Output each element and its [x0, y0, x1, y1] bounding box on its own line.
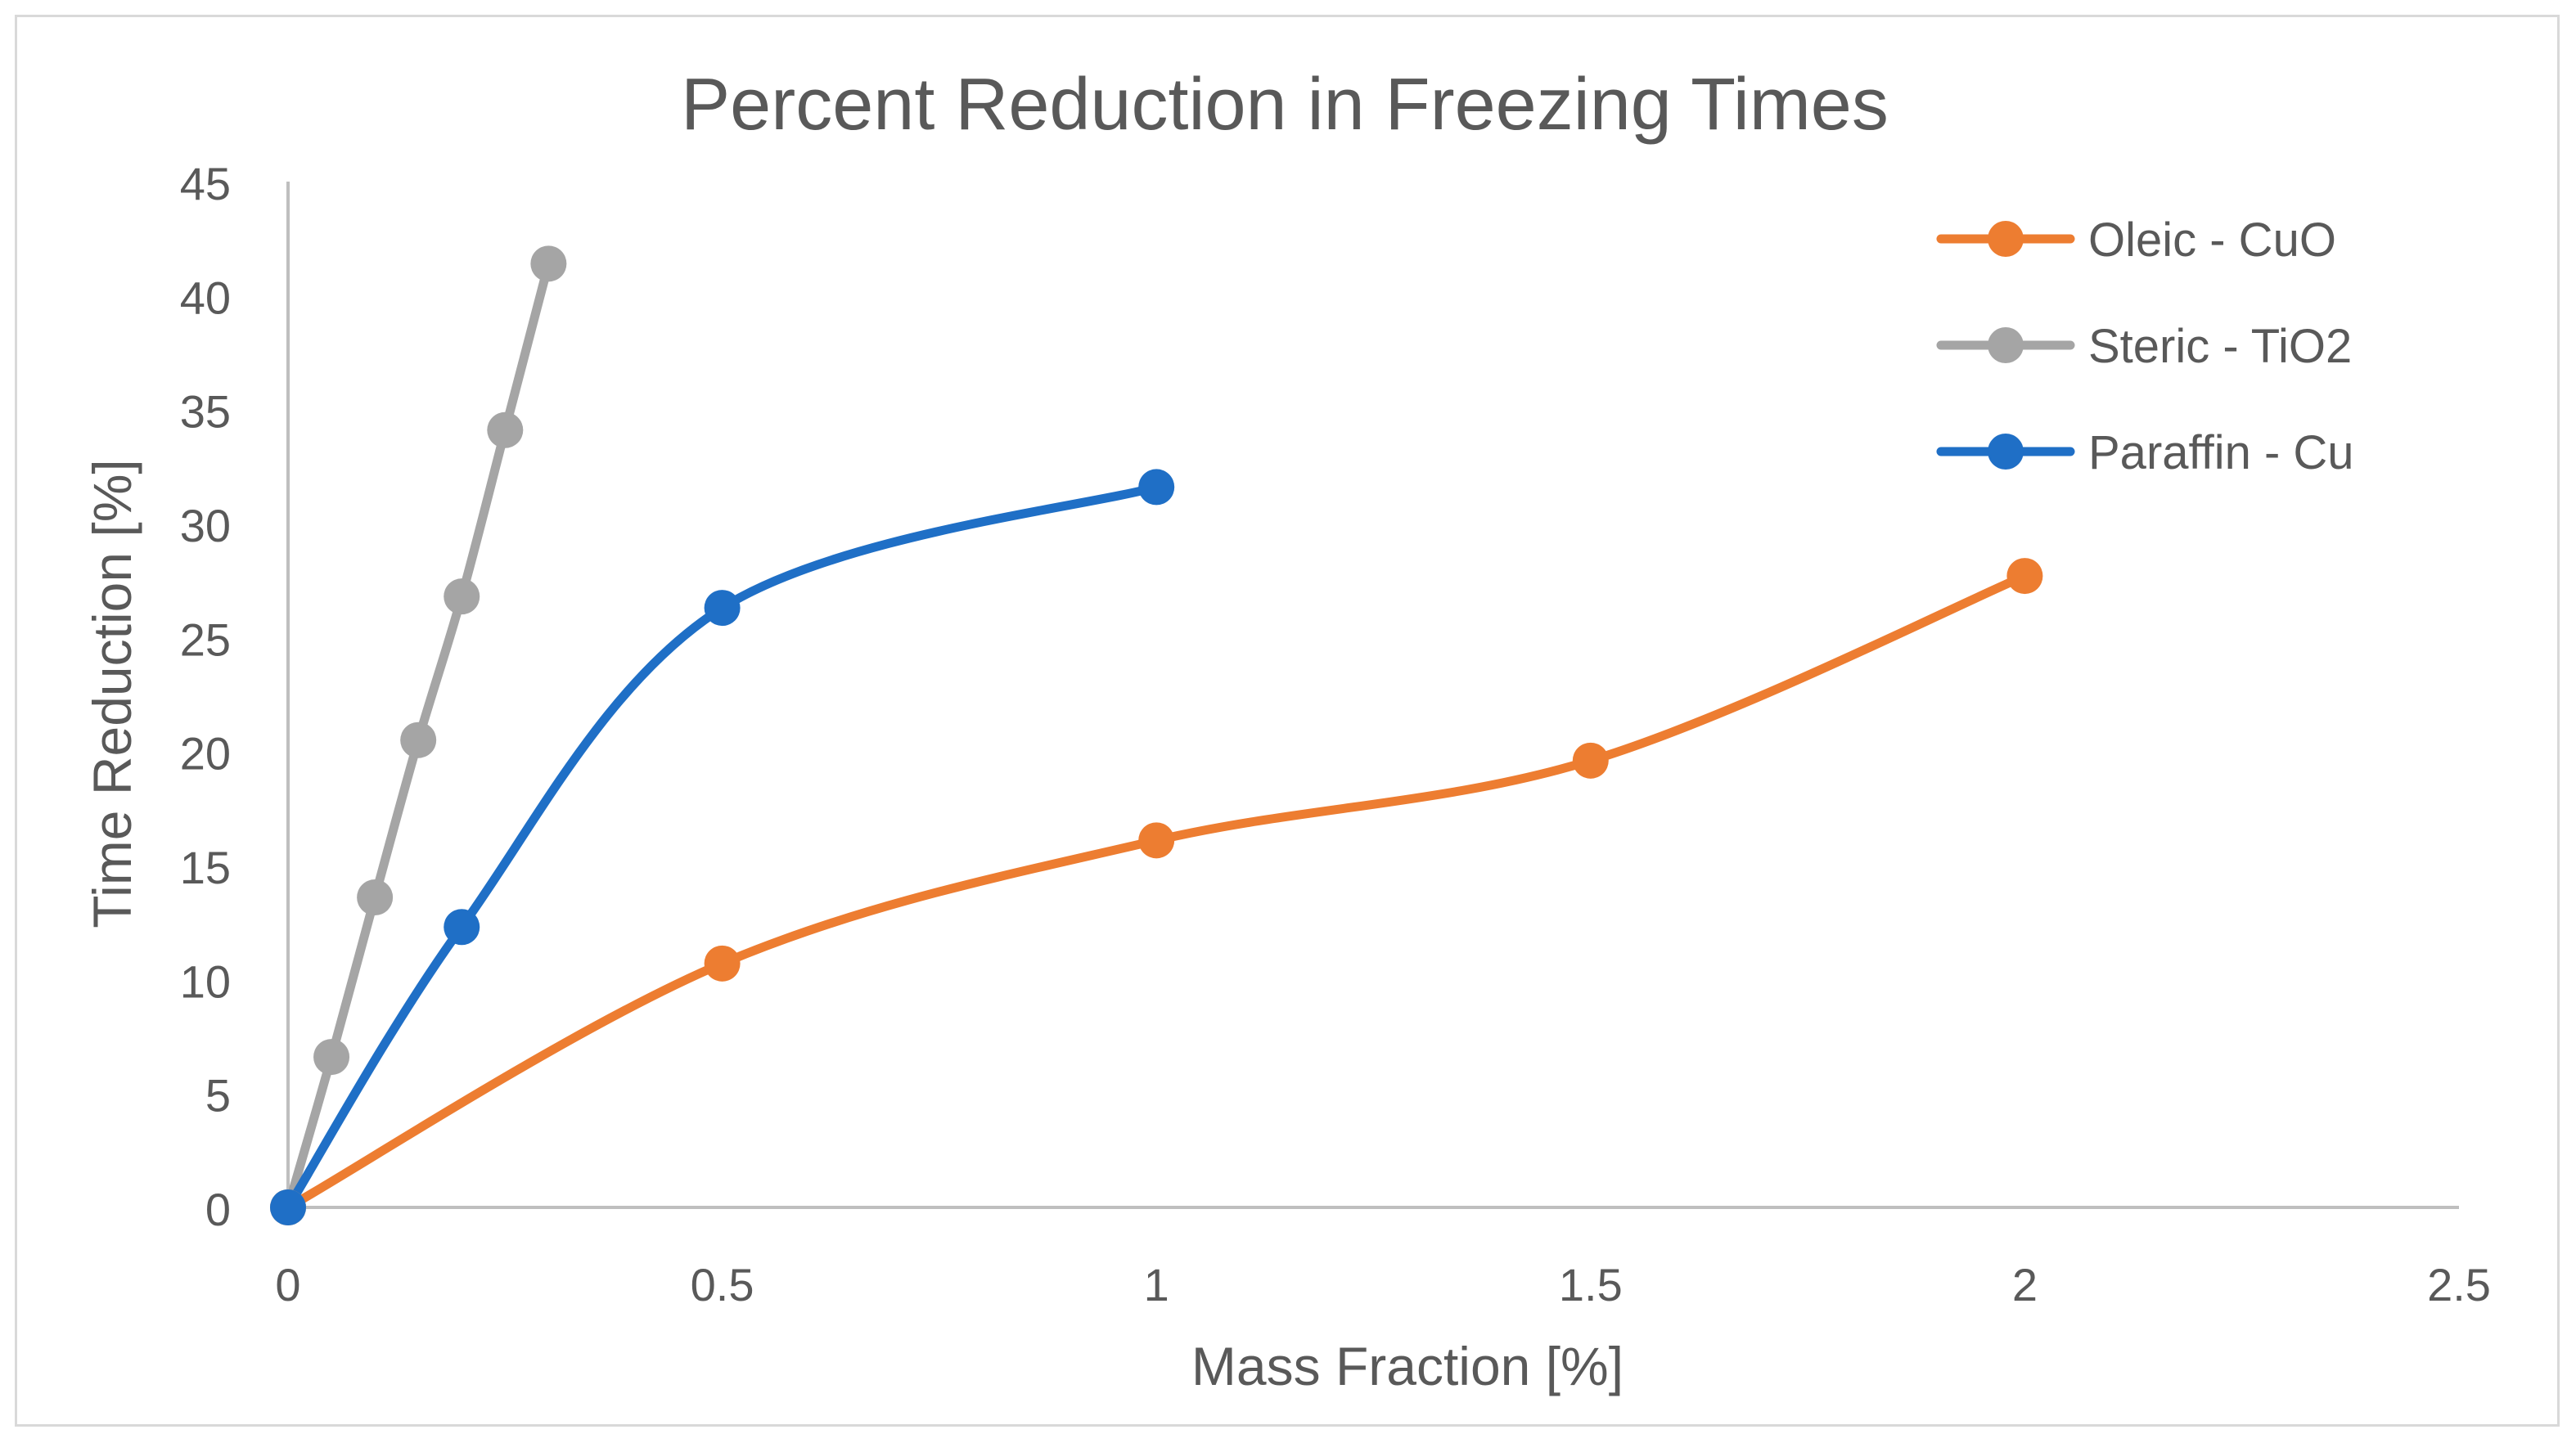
data-point-oleic-cuo	[704, 945, 741, 982]
x-tick-labels: 0 0.5 1 1.5 2 2.5	[275, 1259, 2491, 1310]
legend-label-steric-tio2: Steric - TiO2	[2088, 320, 2352, 373]
legend-label-oleic-cuo: Oleic - CuO	[2088, 214, 2336, 267]
data-point-paraffin-cu	[704, 590, 741, 627]
y-tick-label: 45	[180, 158, 231, 209]
data-point-oleic-cuo	[2006, 558, 2043, 595]
y-tick-label: 40	[180, 272, 231, 323]
x-tick-label: 1	[1144, 1259, 1169, 1310]
data-point-oleic-cuo	[1138, 822, 1175, 859]
legend-item-oleic-cuo: Oleic - CuO	[1936, 214, 2336, 267]
data-point-paraffin-cu	[1138, 469, 1175, 506]
y-tick-label: 10	[180, 955, 231, 1007]
legend-marker-paraffin-cu	[1988, 434, 2024, 470]
x-axis-label: Mass Fraction [%]	[1191, 1336, 1624, 1396]
data-point-steric-tio2	[313, 1039, 350, 1076]
data-point-steric-tio2	[357, 879, 394, 916]
y-tick-labels: 0 5 10 15 20 25 30 35 40 45	[180, 158, 231, 1235]
data-point-steric-tio2	[400, 722, 437, 758]
data-point-paraffin-cu	[444, 909, 480, 946]
legend-item-paraffin-cu: Paraffin - Cu	[1936, 426, 2354, 479]
series-line-paraffin-cu	[283, 482, 1161, 1212]
data-point-steric-tio2	[487, 411, 524, 448]
x-tick-label: 2.5	[2427, 1259, 2491, 1310]
y-tick-label: 0	[205, 1184, 231, 1235]
y-tick-label: 15	[180, 842, 231, 893]
y-tick-label: 25	[180, 614, 231, 665]
x-tick-label: 0	[275, 1259, 300, 1310]
series-lines	[283, 258, 2029, 1212]
data-point-paraffin-cu	[270, 1189, 306, 1225]
legend-marker-oleic-cuo	[1988, 221, 2024, 257]
y-axis-label: Time Reduction [%]	[82, 459, 142, 928]
y-tick-label: 20	[180, 728, 231, 780]
x-tick-label: 1.5	[1559, 1259, 1623, 1310]
y-tick-label: 30	[180, 500, 231, 551]
legend-item-steric-tio2: Steric - TiO2	[1936, 320, 2352, 373]
series-markers	[270, 245, 2043, 1225]
legend-marker-steric-tio2	[1988, 327, 2024, 363]
data-point-steric-tio2	[444, 578, 480, 615]
x-tick-label: 2	[2012, 1259, 2038, 1310]
data-point-oleic-cuo	[1572, 742, 1609, 779]
legend-label-paraffin-cu: Paraffin - Cu	[2088, 426, 2354, 479]
chart-frame	[15, 15, 2560, 1427]
data-point-steric-tio2	[530, 245, 567, 282]
y-tick-label: 35	[180, 386, 231, 438]
series-line-oleic-cuo	[283, 571, 2029, 1212]
legend: Oleic - CuO Steric - TiO2 Paraffin - Cu	[1936, 214, 2354, 479]
y-tick-label: 5	[205, 1070, 231, 1122]
chart-title: Percent Reduction in Freezing Times	[681, 64, 1889, 146]
x-tick-label: 0.5	[691, 1259, 754, 1310]
